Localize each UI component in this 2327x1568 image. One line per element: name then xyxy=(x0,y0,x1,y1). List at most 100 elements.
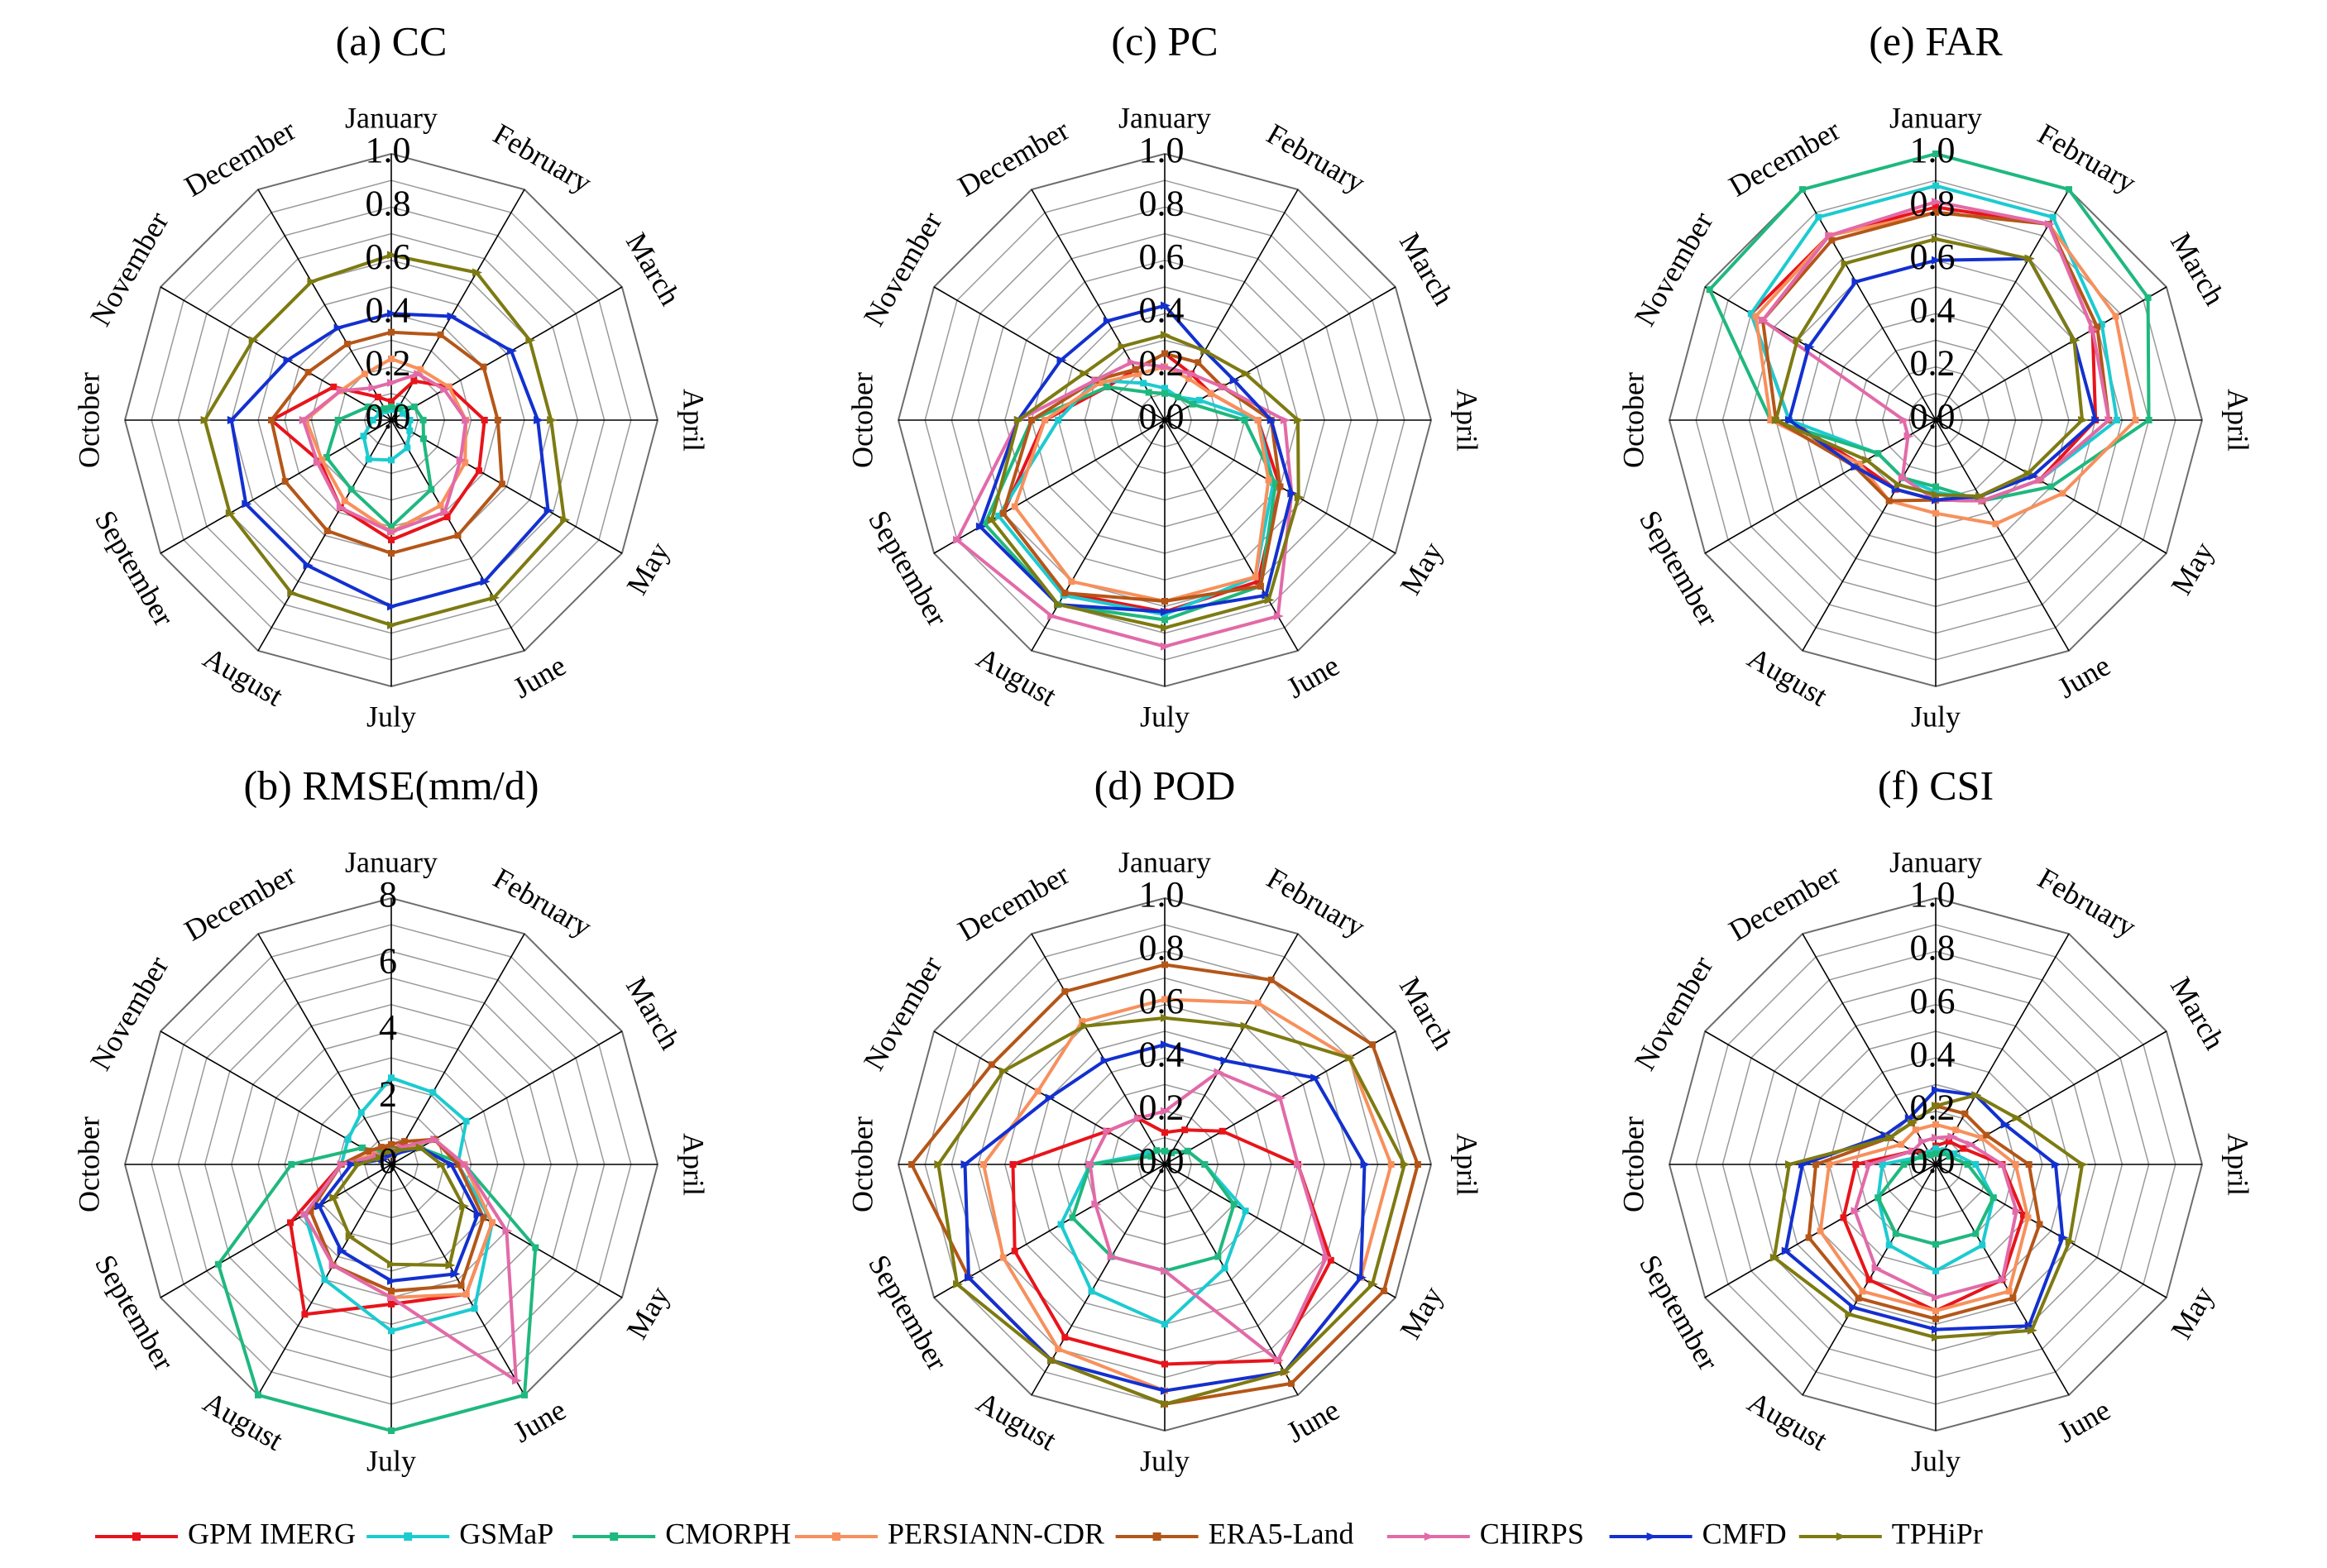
data-point xyxy=(388,328,395,336)
series-line-tphipr xyxy=(936,1016,1406,1406)
data-point xyxy=(1161,611,1168,619)
month-label-september: September xyxy=(89,504,181,631)
data-point xyxy=(1080,369,1090,378)
data-point xyxy=(454,1161,462,1168)
radar-panel-a-cc: (a) CC January February March April May June Ju… xyxy=(72,17,710,733)
tick-label: 0.6 xyxy=(1139,981,1185,1021)
data-point xyxy=(1932,488,1939,495)
data-point xyxy=(1009,1161,1017,1168)
data-point xyxy=(547,416,558,424)
tick-label: 0.2 xyxy=(1139,343,1185,384)
data-point xyxy=(953,535,964,544)
data-point xyxy=(1932,1085,1942,1094)
data-point xyxy=(1161,1147,1168,1154)
data-point xyxy=(1904,1114,1915,1123)
data-point xyxy=(1322,1253,1333,1262)
data-point xyxy=(328,1261,339,1270)
data-point xyxy=(1069,1214,1076,1221)
data-point xyxy=(387,602,397,611)
data-point xyxy=(336,503,347,512)
data-point xyxy=(2112,313,2119,320)
data-point xyxy=(1276,483,1284,490)
data-point xyxy=(953,1279,964,1288)
panel-title: (a) CC xyxy=(336,17,448,64)
data-point xyxy=(1414,1161,1421,1168)
axis-spoke xyxy=(390,1030,623,1165)
data-point xyxy=(281,478,289,485)
series-cmorph xyxy=(1875,1150,1997,1248)
data-point xyxy=(1855,1294,1862,1302)
data-point xyxy=(337,1246,347,1255)
data-point xyxy=(406,417,414,423)
month-label-september: September xyxy=(862,1249,955,1375)
data-point xyxy=(1960,1145,1967,1152)
data-point xyxy=(1276,1093,1286,1102)
data-point xyxy=(1852,1161,1860,1168)
month-label-december: December xyxy=(179,858,301,948)
data-point xyxy=(1979,1241,1986,1249)
legend-label: PERSIANN-CDR xyxy=(888,1517,1104,1550)
month-label-may: May xyxy=(2164,1281,2220,1345)
month-label-november: November xyxy=(1628,206,1720,332)
data-point xyxy=(1161,1266,1171,1275)
data-point xyxy=(1266,416,1277,424)
data-point xyxy=(323,527,331,534)
data-point xyxy=(1998,1160,2009,1169)
data-point xyxy=(1273,612,1284,621)
tick-label: 0.8 xyxy=(1139,927,1185,968)
data-point xyxy=(345,1232,356,1241)
data-point xyxy=(1939,1150,1946,1157)
data-point xyxy=(1214,1068,1224,1077)
tick-label: 0.0 xyxy=(1910,1140,1956,1181)
data-point xyxy=(1103,1126,1113,1135)
month-label-july: July xyxy=(1911,700,1961,733)
data-point xyxy=(1091,1200,1102,1209)
tick-label: 0.2 xyxy=(366,343,411,384)
data-point xyxy=(1908,1118,1918,1127)
data-point xyxy=(388,1427,395,1434)
data-point xyxy=(1118,342,1128,351)
month-label-march: March xyxy=(1393,227,1461,310)
data-point xyxy=(1161,996,1168,1003)
month-label-march: March xyxy=(2164,227,2232,310)
data-point xyxy=(445,1261,456,1270)
tick-label: 0.4 xyxy=(1910,289,1956,330)
data-point xyxy=(1161,624,1171,633)
data-point xyxy=(2098,321,2105,328)
data-point xyxy=(1189,400,1196,408)
data-point xyxy=(347,1160,357,1169)
month-label-february: February xyxy=(488,117,598,199)
month-label-july: July xyxy=(1911,1444,1961,1477)
series-line-cmfd xyxy=(317,1145,480,1283)
data-point xyxy=(388,1144,395,1151)
data-point xyxy=(1187,370,1198,379)
data-point xyxy=(995,512,1003,519)
month-label-october: October xyxy=(1616,1116,1649,1212)
data-point xyxy=(329,1193,340,1202)
series-tphipr xyxy=(1771,235,2089,501)
data-point xyxy=(414,370,424,379)
tick-label: 0.0 xyxy=(366,396,411,437)
data-point xyxy=(336,386,347,395)
data-point xyxy=(1047,612,1058,621)
series-chirps xyxy=(300,1135,522,1385)
data-point xyxy=(242,500,252,509)
axis-spoke xyxy=(1031,419,1166,652)
data-point xyxy=(395,405,402,413)
data-point xyxy=(2065,1237,2076,1246)
month-label-january: January xyxy=(1118,845,1211,878)
axis-spoke xyxy=(390,933,525,1165)
data-point xyxy=(300,1210,311,1219)
data-point xyxy=(1252,573,1259,581)
data-point xyxy=(321,1276,328,1284)
data-point xyxy=(1057,1221,1065,1228)
data-point xyxy=(532,1244,539,1251)
data-point xyxy=(1825,231,1836,240)
data-point xyxy=(1161,1040,1171,1049)
data-point xyxy=(1034,1088,1041,1095)
data-point xyxy=(1096,379,1104,386)
month-label-november: November xyxy=(857,950,949,1076)
data-point xyxy=(1103,317,1113,326)
data-point xyxy=(1892,1230,1899,1237)
data-point xyxy=(2009,1294,2017,1302)
